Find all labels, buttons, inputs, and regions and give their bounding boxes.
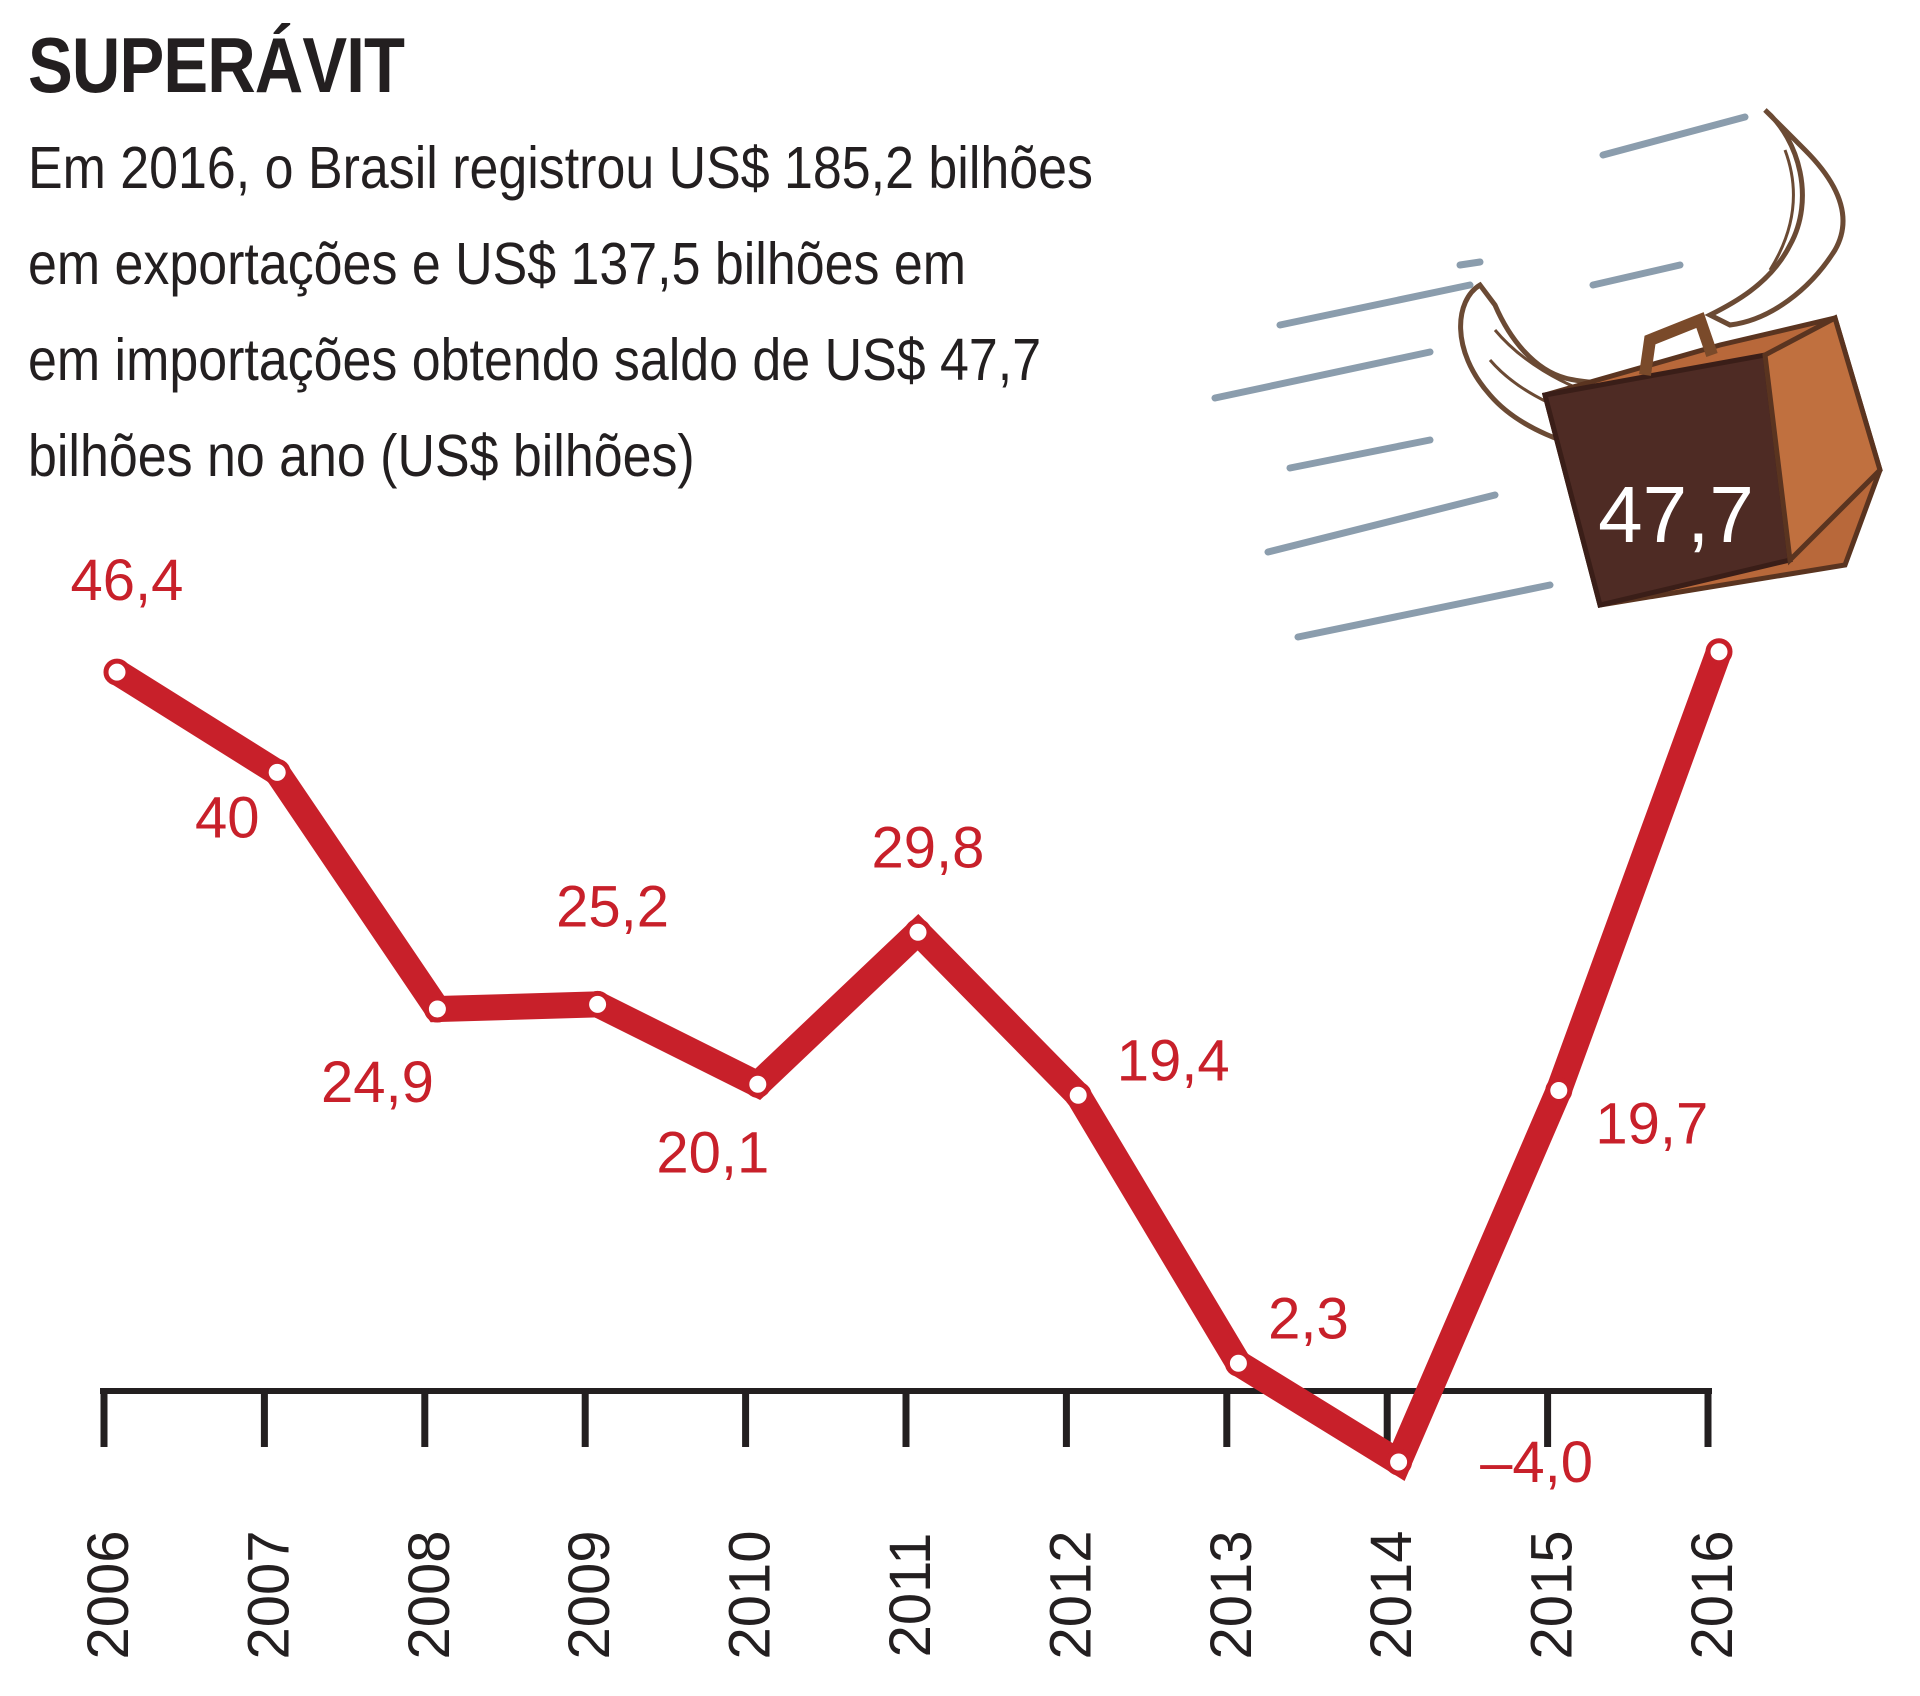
data-markers — [103, 638, 1733, 1476]
data-point-2006 — [103, 658, 131, 686]
year-label-2008: 2008 — [397, 1530, 462, 1659]
data-point-2014 — [1385, 1448, 1413, 1476]
year-label-2012: 2012 — [1038, 1530, 1103, 1659]
data-point-2010 — [744, 1070, 772, 1098]
data-point-2007 — [263, 758, 291, 786]
data-point-2015 — [1545, 1077, 1573, 1105]
value-label-2012: 19,4 — [1117, 1028, 1230, 1093]
year-label-2014: 2014 — [1359, 1530, 1424, 1659]
subtitle-line: Em 2016, o Brasil registrou US$ 185,2 bi… — [28, 135, 1093, 201]
year-label-2006: 2006 — [76, 1530, 141, 1659]
data-point-2011 — [904, 918, 932, 946]
year-label-2015: 2015 — [1520, 1530, 1585, 1659]
data-point-2013 — [1224, 1349, 1252, 1377]
value-label-2010: 20,1 — [656, 1120, 769, 1185]
speed-lines — [1211, 113, 1749, 641]
data-point-2008 — [423, 995, 451, 1023]
year-label-2016: 2016 — [1680, 1530, 1745, 1659]
data-point-2009 — [584, 990, 612, 1018]
value-label-2009: 25,2 — [556, 874, 669, 939]
year-label-2011: 2011 — [878, 1533, 943, 1658]
year-label-2007: 2007 — [236, 1530, 301, 1659]
value-label-2015: 19,7 — [1595, 1092, 1708, 1157]
x-axis — [100, 1388, 1712, 1447]
value-label-2014: –4,0 — [1480, 1430, 1593, 1495]
year-labels: 2006 2007 2008 2009 2010 2011 2012 2013 2014 2015… — [76, 1530, 1745, 1659]
chart-subtitle: Em 2016, o Brasil registrou US$ 185,2 bi… — [28, 120, 1242, 504]
data-point-2012 — [1064, 1081, 1092, 1109]
data-point-2016 — [1705, 638, 1733, 666]
value-label-2011: 29,8 — [872, 815, 985, 880]
year-label-2010: 2010 — [718, 1530, 783, 1659]
value-labels: 46,4 40 24,9 25,2 20,1 29,8 19,4 2,3 –4,0 19,7 — [71, 548, 1709, 1495]
highlight-value-label: 47,7 — [1598, 470, 1754, 559]
value-label-2006: 46,4 — [71, 548, 184, 613]
subtitle-line: bilhões no ano (US$ bilhões) — [28, 423, 695, 489]
chart-title: SUPERÁVIT — [28, 21, 405, 109]
value-label-2008: 24,9 — [321, 1050, 434, 1115]
subtitle-line: em importações obtendo saldo de US$ 47,7 — [28, 327, 1042, 393]
subtitle-line: em exportações e US$ 137,5 bilhões em — [28, 231, 966, 297]
year-label-2013: 2013 — [1199, 1530, 1264, 1659]
value-label-2013: 2,3 — [1268, 1286, 1349, 1351]
year-label-2009: 2009 — [557, 1530, 622, 1659]
value-label-2007: 40 — [195, 785, 260, 850]
flying-briefcase-icon: 47,7 — [1458, 108, 1883, 608]
